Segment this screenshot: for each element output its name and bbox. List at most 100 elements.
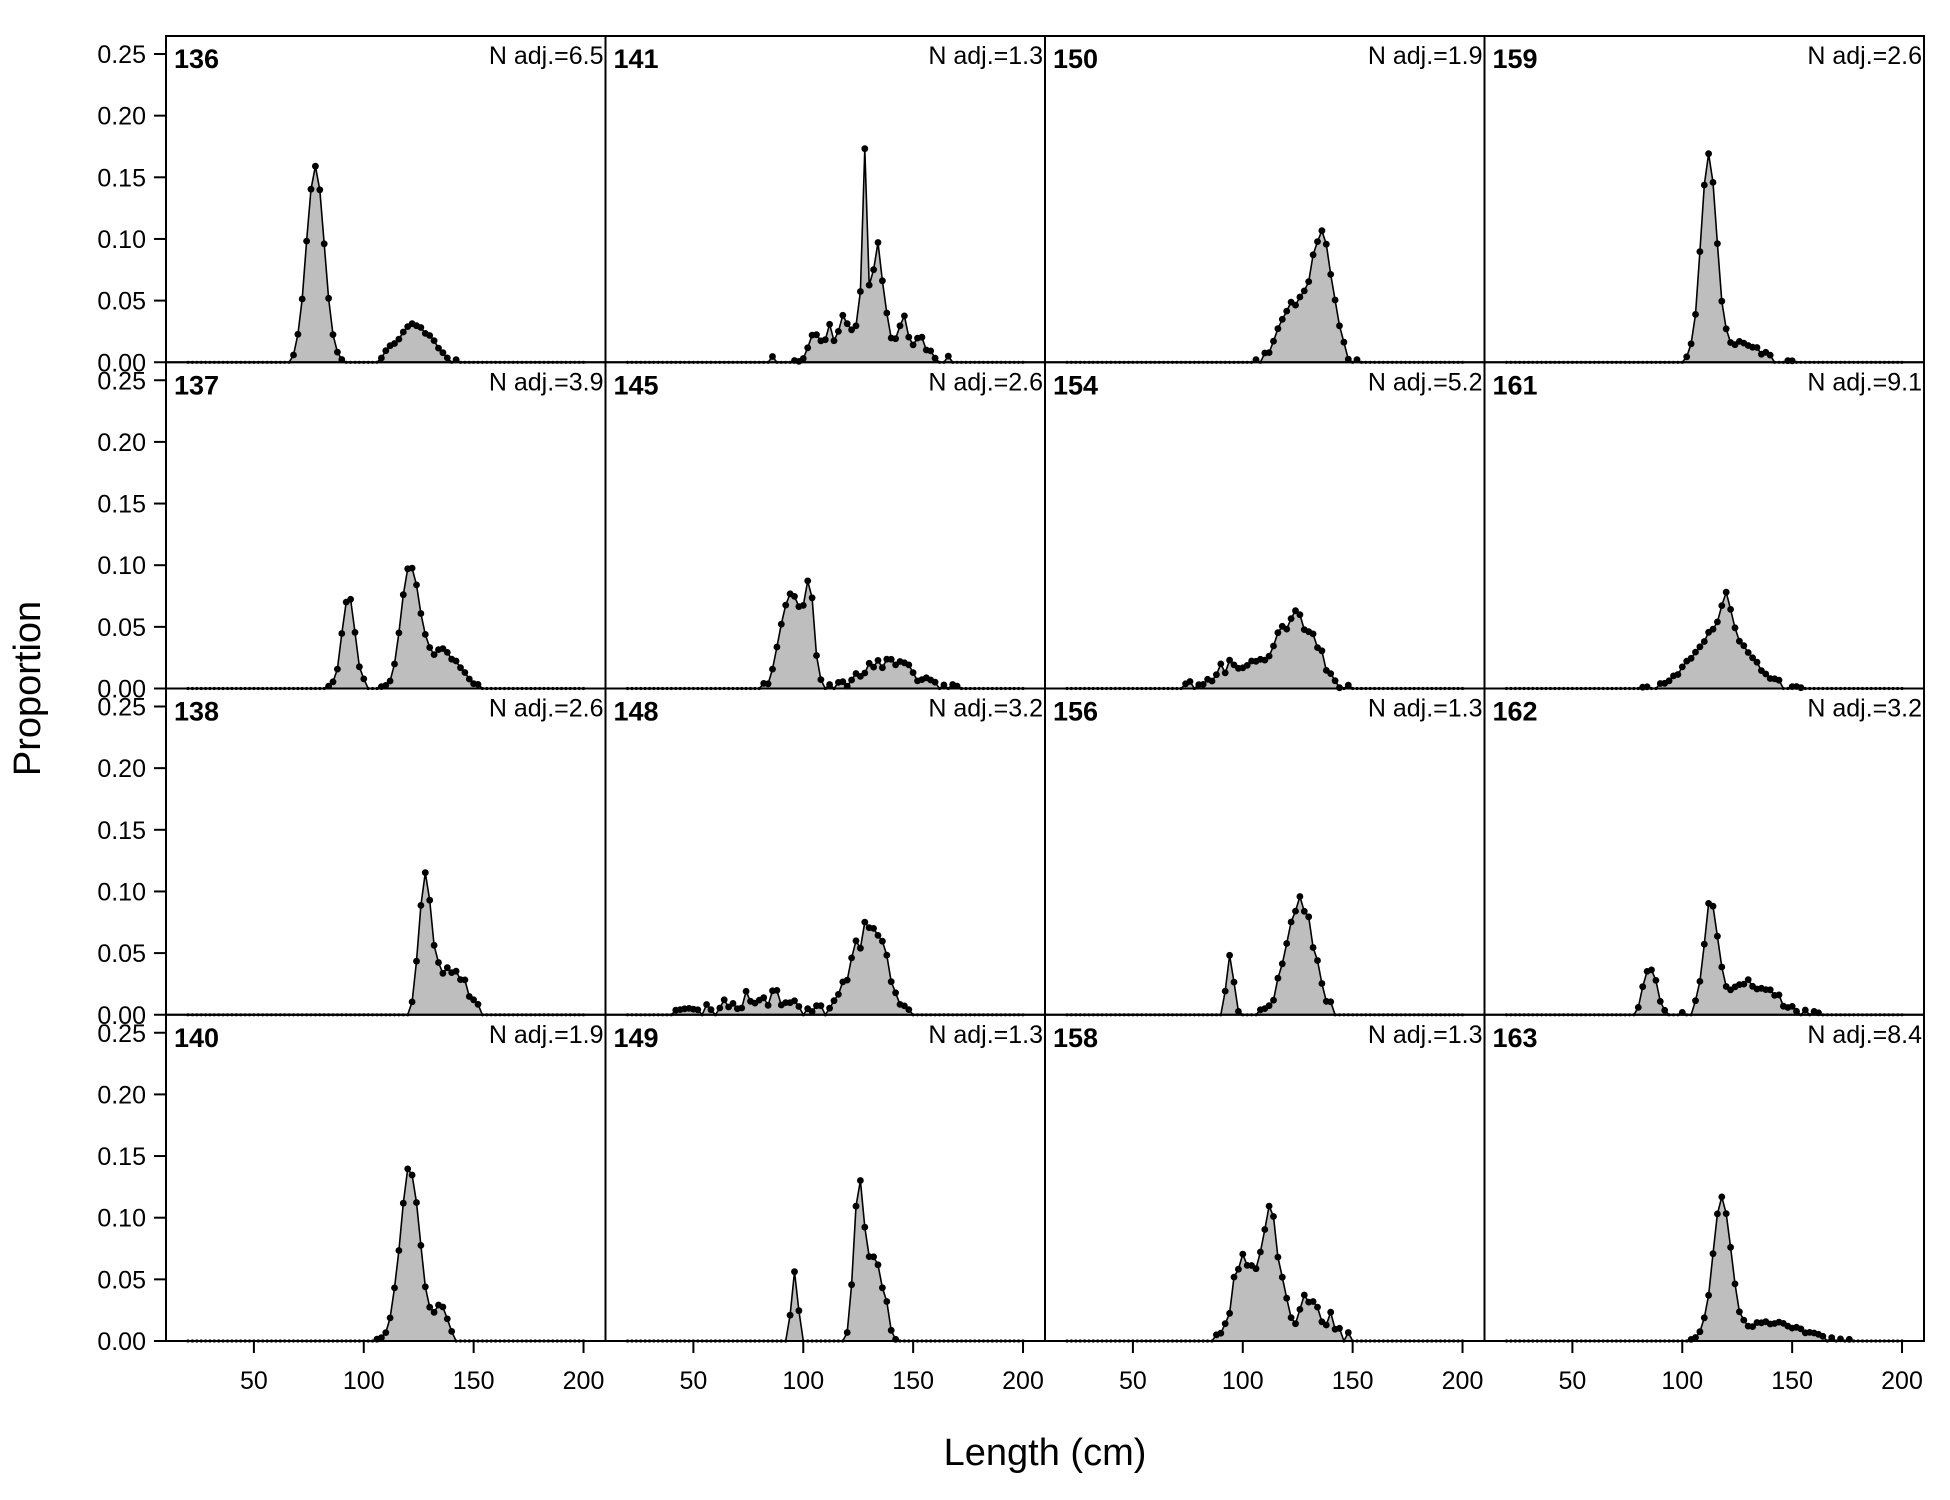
data-point [316, 186, 324, 194]
y-axis-row-2: 0.00 0.05 0.10 0.15 0.20 0.25 [97, 367, 167, 704]
data-point [395, 629, 403, 637]
data-point [870, 266, 877, 274]
y-tick-label: 0.20 [97, 1081, 146, 1109]
y-tick-label: 0.25 [97, 694, 146, 722]
data-point [1309, 251, 1317, 259]
data-point [1665, 677, 1673, 685]
data-point [843, 320, 851, 328]
data-point [729, 1000, 737, 1007]
data-point [1775, 676, 1783, 684]
panel-id-label: 161 [1493, 370, 1538, 400]
data-point [839, 678, 847, 686]
data-point [887, 978, 895, 986]
data-point [826, 681, 833, 688]
data-point [474, 681, 482, 688]
data-point [1696, 978, 1704, 985]
data-point [439, 645, 447, 652]
data-point [896, 322, 904, 330]
data-point [1217, 660, 1225, 668]
data-point [1692, 997, 1699, 1005]
data-point [826, 320, 833, 328]
series-area [1067, 610, 1463, 689]
data-point [461, 669, 469, 676]
data-point [857, 1177, 864, 1184]
data-point [443, 649, 451, 656]
series-area [627, 1180, 1023, 1341]
data-point [1714, 1210, 1721, 1218]
data-point [461, 976, 469, 984]
data-point [830, 337, 838, 345]
data-point [1336, 1324, 1343, 1332]
data-point [1344, 1329, 1352, 1336]
data-point [404, 1165, 412, 1173]
panel-grid: 136 N adj.=6.5 141 N adj.=1.3 150 N adj.=1.9 1… [165, 35, 1925, 1344]
data-point [1736, 637, 1743, 645]
data-point [1300, 1291, 1308, 1299]
data-point [1740, 1316, 1748, 1324]
data-point [1230, 1273, 1238, 1281]
data-point [1749, 1323, 1756, 1330]
data-point [786, 1311, 794, 1319]
data-point [1235, 1265, 1242, 1273]
x-tick-label: 100 [1661, 1367, 1703, 1395]
data-point [1700, 181, 1708, 189]
data-point [1696, 643, 1704, 651]
data-point [1274, 325, 1282, 333]
data-point [813, 652, 820, 659]
data-point [835, 328, 842, 335]
data-point [1221, 669, 1229, 677]
data-point [1692, 1334, 1699, 1341]
panel-137: 137 N adj.=3.9 [165, 361, 607, 691]
data-point [1270, 1213, 1277, 1220]
data-point [861, 918, 869, 926]
data-point [883, 1298, 891, 1305]
data-point [808, 594, 816, 602]
data-point [1235, 1008, 1242, 1015]
x-tick-label: 150 [892, 1367, 934, 1395]
data-point [439, 349, 447, 357]
data-point [1709, 902, 1717, 910]
data-point [883, 309, 891, 317]
panel-n-label: N adj.=3.2 [1807, 695, 1922, 723]
y-tick-label: 0.00 [97, 349, 146, 377]
data-point [1322, 1321, 1330, 1329]
data-point [378, 1334, 385, 1342]
panel-frame [604, 361, 1046, 690]
series-points [1065, 893, 1465, 1017]
panel-frame [604, 35, 1046, 364]
data-point [426, 332, 434, 339]
panel-id-label: 136 [174, 44, 219, 74]
data-point [909, 341, 917, 349]
data-point [1749, 654, 1756, 662]
data-point [443, 1315, 451, 1323]
y-axes: 0.000.050.100.150.200.250.000.050.100.15… [97, 41, 167, 1356]
panel-id-label: 154 [1053, 370, 1098, 400]
data-point [452, 967, 460, 975]
y-tick-label: 0.05 [97, 940, 146, 968]
data-point [426, 644, 434, 651]
data-point [870, 925, 877, 932]
data-point [1709, 1250, 1717, 1258]
data-point [892, 335, 899, 343]
panel-154: 154 N adj.=5.2 [1044, 361, 1486, 692]
data-point [1696, 1328, 1704, 1336]
y-axis-title: Proportion [7, 601, 49, 776]
data-point [1300, 287, 1308, 295]
data-point [1661, 1006, 1669, 1014]
data-point [1753, 658, 1761, 666]
data-point [1252, 1265, 1260, 1273]
y-tick-label: 0.05 [97, 288, 146, 316]
series-area [1506, 153, 1902, 363]
data-point [1718, 1193, 1726, 1201]
series-line [188, 567, 584, 690]
y-axis-row-1: 0.00 0.05 0.10 0.15 0.20 0.25 [97, 41, 167, 377]
data-point [1283, 1294, 1291, 1302]
data-point [417, 902, 425, 909]
y-tick-label: 0.15 [97, 1143, 146, 1171]
panel-150: 150 N adj.=1.9 [1044, 35, 1486, 364]
data-point [1639, 983, 1647, 991]
data-point [1221, 1320, 1229, 1328]
data-point [1705, 150, 1712, 158]
data-point [1296, 893, 1304, 900]
data-point [320, 240, 328, 248]
